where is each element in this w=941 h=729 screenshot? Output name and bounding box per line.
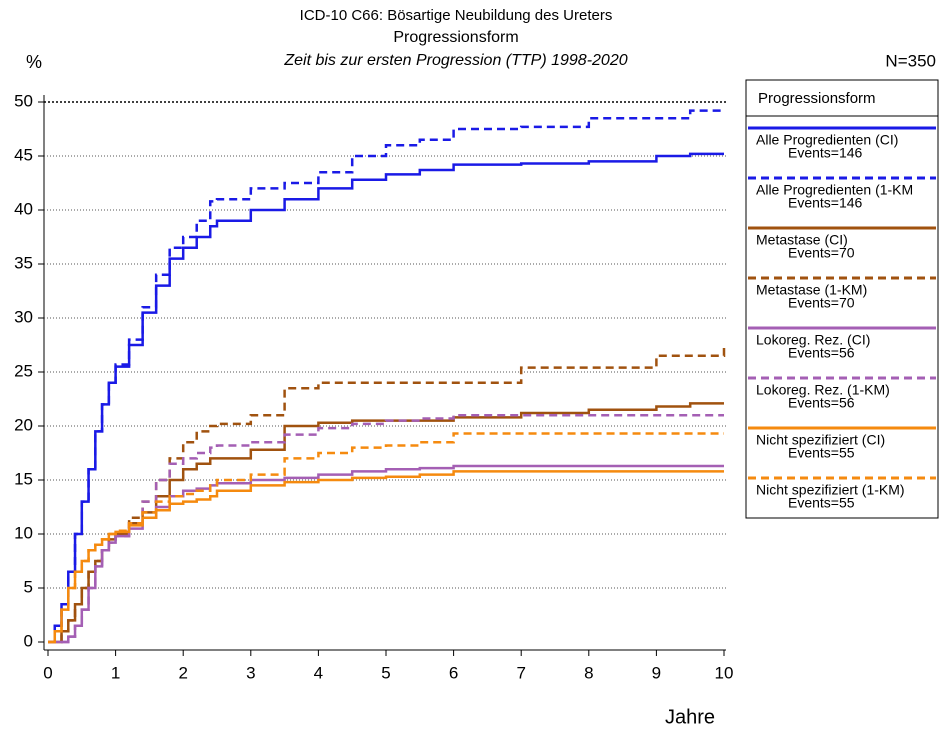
legend-events: Events=55 <box>788 445 855 461</box>
y-tick-label: 45 <box>14 145 33 164</box>
series-line <box>48 152 724 644</box>
x-tick-label: 2 <box>178 663 187 682</box>
y-tick-label: 30 <box>14 307 33 326</box>
chart-subtitle: Zeit bis zur ersten Progression (TTP) 19… <box>283 52 627 69</box>
y-tick-label: 5 <box>24 577 33 596</box>
x-tick-label: 8 <box>584 663 593 682</box>
x-tick-label: 9 <box>652 663 661 682</box>
n-label: N=350 <box>885 51 936 70</box>
legend-events: Events=146 <box>788 195 863 211</box>
legend-box <box>745 79 939 519</box>
x-tick-label: 7 <box>516 663 525 682</box>
y-tick-label: 50 <box>14 91 33 110</box>
series-line <box>48 347 726 644</box>
series-line <box>48 432 724 644</box>
legend-events: Events=56 <box>788 395 855 411</box>
legend-events: Events=55 <box>788 495 855 511</box>
legend-label: Nicht spezifiziert (CI) <box>756 432 885 448</box>
y-tick-label: 25 <box>14 361 33 380</box>
y-tick-label: 15 <box>14 469 33 488</box>
y-tick-label: 10 <box>14 523 33 542</box>
x-tick-label: 6 <box>449 663 458 682</box>
series-line <box>48 464 724 644</box>
y-axis-label: % <box>26 52 42 72</box>
x-tick-label: 0 <box>43 663 52 682</box>
legend-label: Nicht spezifiziert (1-KM) <box>756 482 905 498</box>
x-tick-label: 3 <box>246 663 255 682</box>
x-tick-label: 10 <box>715 663 734 682</box>
series-line <box>48 413 724 644</box>
legend-events: Events=56 <box>788 345 855 361</box>
y-tick-label: 40 <box>14 199 33 218</box>
legend-events: Events=146 <box>788 145 863 161</box>
legend-label: Metastase (CI) <box>756 232 848 248</box>
series-line <box>48 109 724 644</box>
x-axis-label: Jahre <box>665 706 715 728</box>
x-tick-label: 4 <box>314 663 323 682</box>
legend-events: Events=70 <box>788 295 855 311</box>
x-tick-label: 5 <box>381 663 390 682</box>
y-tick-label: 35 <box>14 253 33 272</box>
legend-label: Lokoreg. Rez. (1-KM) <box>756 382 890 398</box>
series-line <box>48 470 724 644</box>
x-tick-label: 1 <box>111 663 120 682</box>
y-tick-label: 0 <box>24 631 33 650</box>
chart-subtitle: Progressionsform <box>393 29 518 46</box>
legend-title: Progressionsform <box>758 90 876 107</box>
y-tick-label: 20 <box>14 415 33 434</box>
legend-label: Alle Progredienten (CI) <box>756 132 898 148</box>
series-line <box>48 402 724 644</box>
legend-label: Alle Progredienten (1-KM <box>756 182 913 198</box>
legend-label: Lokoreg. Rez. (CI) <box>756 332 870 348</box>
legend-events: Events=70 <box>788 245 855 261</box>
legend-label: Metastase (1-KM) <box>756 282 867 298</box>
chart-title: ICD-10 C66: Bösartige Neubildung des Ure… <box>300 7 613 24</box>
